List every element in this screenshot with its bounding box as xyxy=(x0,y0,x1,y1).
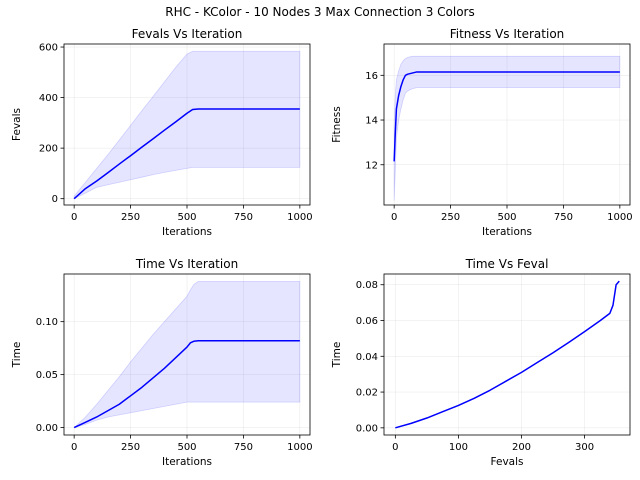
y-tick-label: 14 xyxy=(365,116,378,127)
x-tick-label: 1000 xyxy=(287,212,312,223)
y-tick-label: 12 xyxy=(365,160,378,171)
x-tick-label: 1000 xyxy=(607,212,632,223)
y-tick-label: 0.02 xyxy=(356,388,378,399)
confidence-band xyxy=(393,55,621,201)
confidence-band xyxy=(73,50,301,200)
figure-suptitle: RHC - KColor - 10 Nodes 3 Max Connection… xyxy=(165,5,475,19)
panel-time-vs-feval: 0 100 200 300 0.00 0.02 0.04 0.06 0.08 Time Vs Fe… xyxy=(331,257,631,468)
panel-title: Fevals Vs Iteration xyxy=(132,27,243,41)
panel-fitness-vs-iteration: 0 250 500 750 1000 12 14 16 Fitness Vs Iteration… xyxy=(331,27,633,238)
series-line xyxy=(73,108,300,200)
panel-time-vs-iteration: 0 250 500 750 1000 0.00 0.05 0.10 Time Vs Iterat… xyxy=(11,257,313,468)
x-tick-label: 750 xyxy=(234,442,253,453)
x-tick-label: 0 xyxy=(71,442,77,453)
series-line xyxy=(73,339,300,429)
x-tick-label: 1000 xyxy=(287,442,312,453)
x-tick-label: 750 xyxy=(234,212,253,223)
y-axis-label: Time xyxy=(331,342,343,369)
x-tick-label: 500 xyxy=(177,212,196,223)
y-tick-label: 0.05 xyxy=(36,370,58,381)
x-tick-label: 200 xyxy=(512,442,531,453)
y-tick-label: 0.00 xyxy=(36,423,58,434)
x-tick-label: 500 xyxy=(177,442,196,453)
y-tick-label: 0 xyxy=(52,194,58,205)
x-tick-label: 0 xyxy=(391,212,397,223)
panel-title: Fitness Vs Iteration xyxy=(450,27,565,41)
plot-frame xyxy=(383,273,631,436)
y-tick-label: 0.06 xyxy=(356,316,378,327)
x-axis-label: Iterations xyxy=(162,456,212,468)
x-tick-label: 750 xyxy=(554,212,573,223)
y-axis-label: Time xyxy=(11,342,23,369)
x-tick-label: 0 xyxy=(71,212,77,223)
x-tick-label: 0 xyxy=(392,442,398,453)
x-tick-label: 300 xyxy=(575,442,594,453)
confidence-band xyxy=(73,281,301,428)
x-tick-label: 250 xyxy=(121,442,140,453)
panel-title: Time Vs Feval xyxy=(465,257,549,271)
x-tick-label: 250 xyxy=(121,212,140,223)
series-line xyxy=(395,280,620,429)
y-tick-label: 0.10 xyxy=(36,317,58,328)
x-axis-label: Iterations xyxy=(162,226,212,238)
x-axis-label: Fevals xyxy=(491,456,524,468)
panel-fevals-vs-iteration: 0 250 500 750 1000 0 200 400 600 Fevals Vs Iterat… xyxy=(11,27,313,238)
y-tick-label: 16 xyxy=(365,71,378,82)
x-tick-label: 500 xyxy=(497,212,516,223)
y-axis-label: Fitness xyxy=(331,106,343,142)
x-axis-label: Iterations xyxy=(482,226,532,238)
panel-title: Time Vs Iteration xyxy=(135,257,238,271)
x-tick-label: 250 xyxy=(441,212,460,223)
y-tick-label: 0.00 xyxy=(356,423,378,434)
y-tick-label: 400 xyxy=(39,93,58,104)
series-line xyxy=(393,71,620,162)
y-axis-label: Fevals xyxy=(11,108,23,141)
y-tick-label: 0.08 xyxy=(356,280,378,291)
y-tick-label: 200 xyxy=(39,144,58,155)
x-tick-label: 100 xyxy=(449,442,468,453)
y-tick-label: 600 xyxy=(39,43,58,54)
y-tick-label: 0.04 xyxy=(356,352,378,363)
